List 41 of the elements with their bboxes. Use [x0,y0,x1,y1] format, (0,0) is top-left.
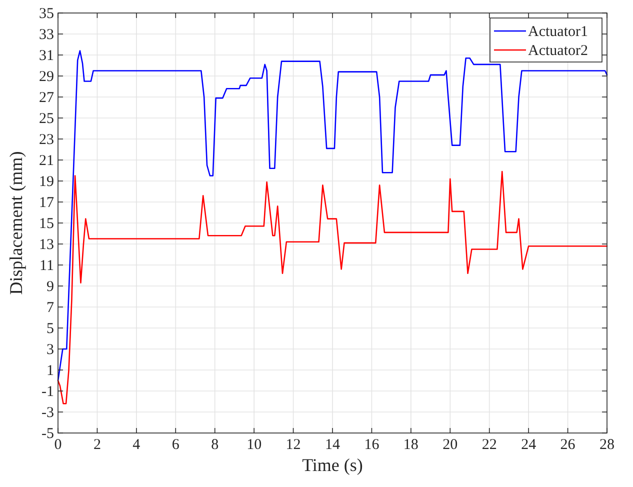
x-tick-label: 0 [54,437,62,453]
y-tick-label: 17 [39,195,54,211]
x-tick-label: 20 [442,437,458,453]
y-tick-label: 23 [39,132,54,148]
x-tick-label: 16 [364,437,380,453]
x-tick-label: 12 [286,437,301,453]
y-tick-label: 27 [39,90,54,106]
y-tick-label: -3 [42,405,54,421]
y-tick-label: -5 [42,426,54,442]
x-tick-label: 4 [132,437,141,453]
y-tick-label: 15 [39,216,54,232]
y-tick-label: 9 [46,279,54,295]
x-tick-label: 2 [93,437,101,453]
x-tick-label: 28 [600,437,614,453]
x-tick-label: 6 [172,437,180,453]
x-tick-label: 14 [325,437,340,453]
y-tick-label: 31 [39,48,54,64]
x-tick-label: 18 [403,437,418,453]
y-tick-label: 5 [46,321,54,337]
y-axis-title: Displacement (mm) [6,151,26,295]
y-tick-label: 7 [46,300,54,316]
legend-label: Actuator2 [528,43,588,59]
x-axis-title: Time (s) [302,455,363,475]
y-tick-label: 3 [46,342,54,358]
y-tick-label: 35 [39,6,54,22]
y-tick-label: 33 [39,27,54,43]
x-tick-label: 10 [246,437,262,453]
y-tick-label: 19 [39,174,54,190]
line-series [57,170,608,404]
y-tick-label: -1 [42,384,54,400]
x-tick-label: 24 [521,437,537,453]
x-tick-label: 26 [560,437,576,453]
y-tick-label: 11 [40,258,54,274]
y-tick-label: 13 [39,237,54,253]
y-tick-label: 21 [39,153,54,169]
y-tick-label: 29 [39,69,54,85]
x-tick-label: 8 [211,437,219,453]
y-tick-label: 25 [39,111,54,127]
x-tick-label: 22 [482,437,497,453]
legend-label: Actuator1 [528,24,588,40]
y-tick-label: 1 [46,363,54,379]
